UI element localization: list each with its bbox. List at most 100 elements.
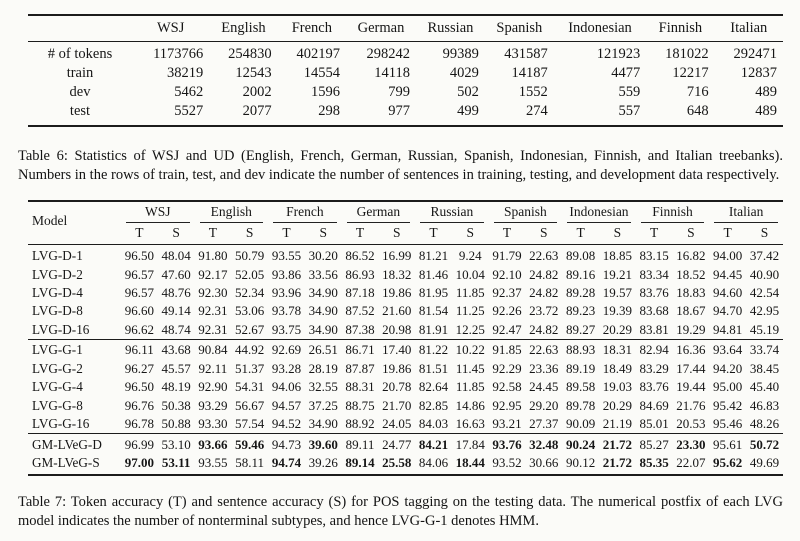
accuracy-value: 24.77 <box>378 433 416 454</box>
accuracy-value: 93.96 <box>271 284 302 300</box>
accuracy-value: 92.30 <box>198 284 228 300</box>
treebank-col-header: English <box>209 15 278 42</box>
accuracy-value: 19.29 <box>676 321 706 337</box>
accuracy-value: 85.35 <box>639 454 669 470</box>
pos-data-row: LVG-G-8 96.76 50.38 93.29 56.67 94.57 37.25 88.… <box>28 396 783 414</box>
accuracy-value: 45.40 <box>749 379 780 395</box>
accuracy-value: 81.95 <box>418 284 449 300</box>
accuracy-value: 11.25 <box>455 303 485 319</box>
lang-header-cell: WSJ <box>121 201 195 223</box>
accuracy-value: 23.72 <box>529 303 559 319</box>
accuracy-value: 83.68 <box>639 303 669 319</box>
accuracy-value: 84.03 <box>418 415 449 431</box>
accuracy-value: 16.36 <box>672 338 710 360</box>
treebank-stat-value: 502 <box>457 84 479 100</box>
accuracy-value: 17.84 <box>451 433 489 454</box>
treebank-col-header: French <box>277 15 346 42</box>
accuracy-value: 92.90 <box>198 379 228 395</box>
metric-header-cell: T <box>121 222 158 245</box>
treebank-stat-value: 499 <box>457 103 479 119</box>
treebank-stat-value: 4029 <box>449 65 479 81</box>
accuracy-value: 90.12 <box>565 454 596 470</box>
treebank-row-label: dev <box>69 84 91 100</box>
accuracy-value: 89.19 <box>565 360 596 376</box>
accuracy-value: 33.56 <box>308 266 338 282</box>
metric-header-cell: T <box>562 222 599 245</box>
accuracy-value: 58.11 <box>235 454 265 470</box>
treebank-header-row: WSJ English French German Russian Spanish Indo… <box>28 15 783 42</box>
pos-data-row: LVG-G-16 96.78 50.88 93.30 57.54 94.52 34.90 88… <box>28 415 783 434</box>
table6-section: WSJ English French German Russian Spanish Indo… <box>18 14 783 185</box>
lang-header-label: Italian <box>714 204 778 223</box>
accuracy-value: 96.27 <box>124 360 154 376</box>
treebank-col-header: Finnish <box>646 15 715 42</box>
accuracy-value: 84.21 <box>415 433 452 454</box>
accuracy-value: 11.85 <box>455 284 485 300</box>
treebank-stat-value: 557 <box>618 103 641 119</box>
accuracy-value: 94.70 <box>713 303 743 319</box>
accuracy-value: 18.52 <box>676 266 706 282</box>
accuracy-value: 21.19 <box>602 415 632 431</box>
treebank-stat-value: 298242 <box>366 46 410 62</box>
pos-data-row: LVG-D-1 96.50 48.04 91.80 50.79 93.55 30.20 86.… <box>28 244 783 265</box>
accuracy-value: 11.45 <box>455 360 485 376</box>
accuracy-value: 52.05 <box>235 266 265 282</box>
treebank-col-header: Spanish <box>484 15 554 42</box>
metric-header-cell: T <box>194 222 232 245</box>
accuracy-value: 83.29 <box>639 360 669 376</box>
accuracy-value: 48.74 <box>161 321 191 337</box>
accuracy-value: 88.75 <box>345 397 375 413</box>
treebank-data-row: # of tokens 1173766 254830 402197 298242 9938… <box>28 42 783 65</box>
treebank-stats-head: WSJ English French German Russian Spanish Indo… <box>28 15 783 42</box>
accuracy-value: 19.44 <box>676 379 706 395</box>
metric-header-cell: S <box>746 222 783 245</box>
accuracy-value: 53.10 <box>157 433 195 454</box>
accuracy-value: 43.68 <box>157 338 195 360</box>
accuracy-value: 83.34 <box>639 266 669 282</box>
metric-header-cell: S <box>598 222 636 245</box>
accuracy-value: 92.17 <box>198 266 228 282</box>
treebank-stat-value: 181022 <box>665 46 709 62</box>
pos-data-row: LVG-G-1 96.11 43.68 90.84 44.92 92.69 26.51 86.… <box>28 338 783 360</box>
accuracy-value: 59.46 <box>231 433 269 454</box>
accuracy-value: 40.90 <box>749 266 780 282</box>
accuracy-value: 48.26 <box>749 415 780 431</box>
metric-header-cell: S <box>304 222 342 245</box>
model-name-cell: LVG-D-4 <box>32 284 83 300</box>
metric-header-cell: T <box>709 222 747 245</box>
accuracy-value: 86.52 <box>345 248 375 264</box>
treebank-stat-value: 121923 <box>596 46 641 62</box>
lang-header-cell: French <box>268 201 342 223</box>
pos-accuracy-head: Model WSJ English French German Russian Spanis… <box>28 200 783 245</box>
treebank-row-label: test <box>69 103 91 119</box>
accuracy-value: 48.76 <box>161 284 191 300</box>
accuracy-value: 83.81 <box>639 321 669 337</box>
treebank-data-row: test 5527 2077 298 977 499 274 557 648 489 <box>28 102 783 126</box>
accuracy-value: 50.88 <box>161 415 191 431</box>
accuracy-value: 81.46 <box>418 266 449 282</box>
accuracy-value: 18.67 <box>676 303 706 319</box>
accuracy-value: 87.18 <box>345 284 375 300</box>
treebank-stat-value: 489 <box>755 84 777 100</box>
accuracy-value: 94.52 <box>271 415 302 431</box>
accuracy-value: 91.85 <box>488 338 526 360</box>
accuracy-value: 21.70 <box>382 397 412 413</box>
pos-data-row: LVG-G-4 96.50 48.19 92.90 54.31 94.06 32.55 88.… <box>28 378 783 396</box>
accuracy-value: 89.28 <box>565 284 596 300</box>
treebank-row-label: train <box>66 65 94 81</box>
accuracy-value: 81.22 <box>415 338 452 360</box>
treebank-stat-value: 431587 <box>504 46 548 62</box>
accuracy-value: 89.23 <box>565 303 596 319</box>
treebank-stat-value: 14187 <box>511 65 548 81</box>
accuracy-value: 94.45 <box>713 266 743 282</box>
accuracy-value: 81.91 <box>418 321 449 337</box>
treebank-stat-value: 14118 <box>374 65 410 81</box>
model-name-cell: LVG-G-8 <box>32 397 83 413</box>
lang-header-label: German <box>346 204 411 223</box>
treebank-stat-value: 5527 <box>174 103 204 119</box>
accuracy-value: 84.06 <box>418 454 449 470</box>
accuracy-value: 85.01 <box>639 415 669 431</box>
accuracy-value: 90.84 <box>194 338 232 360</box>
accuracy-value: 17.44 <box>676 360 706 376</box>
accuracy-value: 94.81 <box>713 321 743 337</box>
